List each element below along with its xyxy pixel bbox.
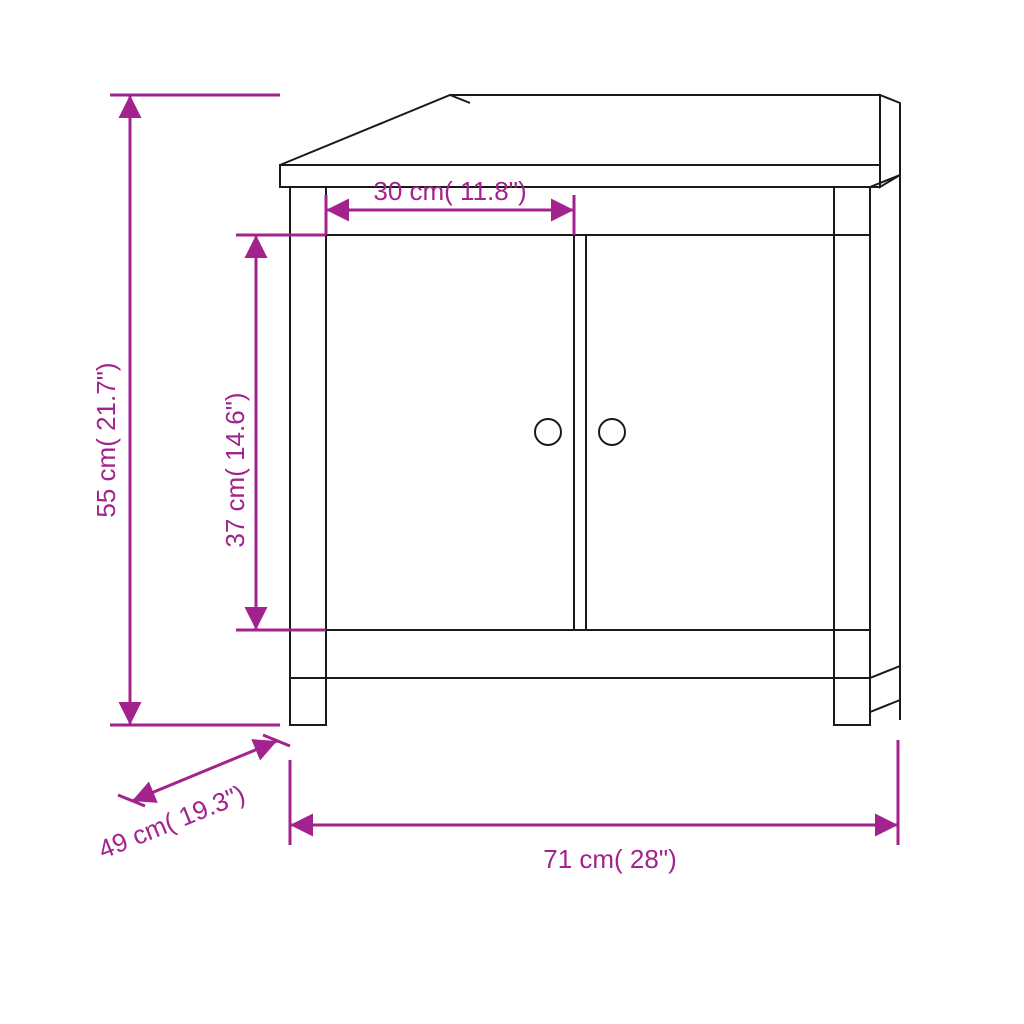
- dim-door-height: 37 cm( 14.6"): [220, 235, 326, 630]
- dim-overall-height-label: 55 cm( 21.7"): [91, 362, 121, 517]
- dim-overall-depth: 49 cm( 19.3"): [94, 735, 290, 865]
- dim-overall-width-label: 71 cm( 28"): [543, 844, 677, 874]
- dim-door-width-label: 30 cm( 11.8"): [373, 176, 526, 206]
- cabinet-dimension-diagram: 55 cm( 21.7") 37 cm( 14.6") 30 cm( 11.8"…: [0, 0, 1024, 1024]
- dim-overall-width: 71 cm( 28"): [290, 740, 898, 874]
- dim-door-width: 30 cm( 11.8"): [326, 176, 574, 235]
- dim-door-height-label: 37 cm( 14.6"): [220, 392, 250, 547]
- dim-overall-depth-label: 49 cm( 19.3"): [94, 779, 249, 865]
